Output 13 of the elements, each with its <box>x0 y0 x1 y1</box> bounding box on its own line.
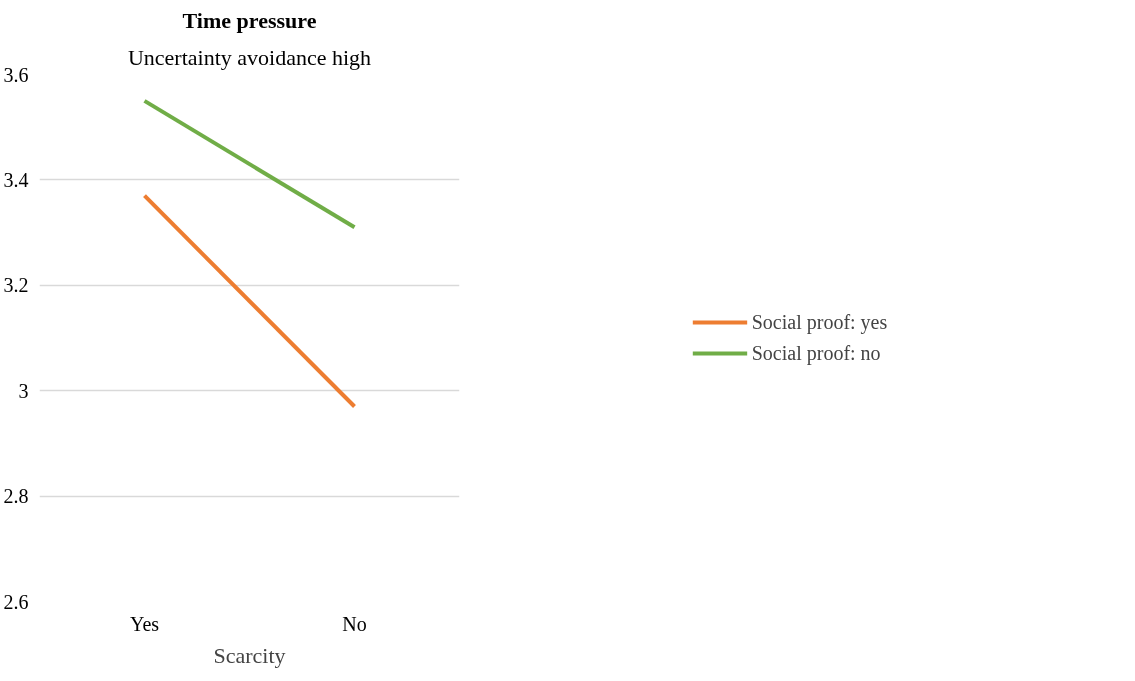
legend-label: Social proof: yes <box>751 310 888 334</box>
y-tick-label: 2.6 <box>3 590 29 613</box>
y-tick-label: 3 <box>18 379 29 402</box>
legend-label: Social proof: no <box>751 341 881 365</box>
y-tick-label: 2.8 <box>3 485 29 508</box>
y-tick-label: 3.2 <box>3 274 29 297</box>
x-tick-label: No <box>342 612 367 635</box>
x-axis-title: Scarcity <box>213 642 286 668</box>
y-tick-label: 3.6 <box>3 63 29 86</box>
y-tick-label: 3.4 <box>3 168 29 191</box>
chart-title: Time pressure <box>182 7 317 33</box>
chart-subtitle: Uncertainty avoidance high <box>127 44 372 70</box>
x-tick-label: Yes <box>129 612 160 635</box>
